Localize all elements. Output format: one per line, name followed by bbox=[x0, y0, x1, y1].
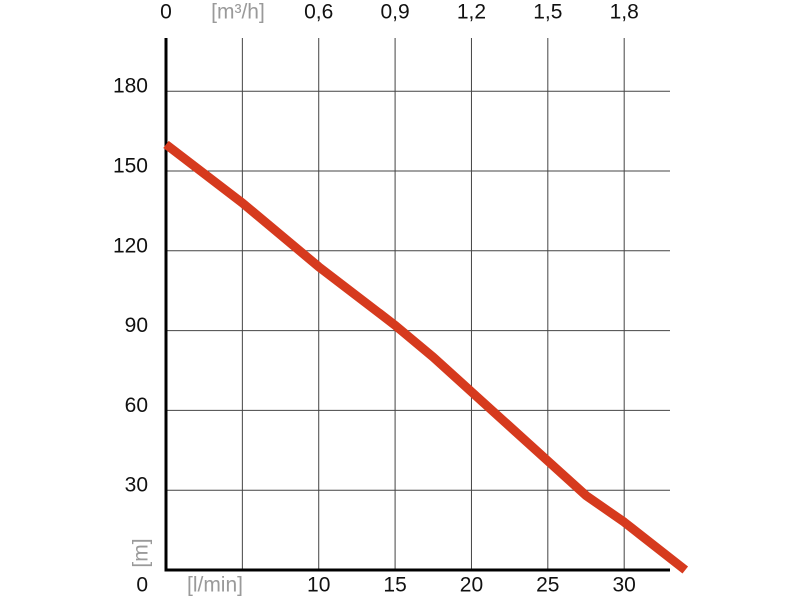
x2-tick-label: 1,5 bbox=[533, 1, 562, 24]
y-tick-label: 30 bbox=[125, 474, 148, 497]
x-tick-label: 25 bbox=[536, 574, 559, 597]
x2-tick-label: 1,8 bbox=[610, 1, 639, 24]
y-tick-label: 90 bbox=[125, 314, 148, 337]
x2-tick-label: 1,2 bbox=[457, 1, 486, 24]
x-tick-label: 20 bbox=[460, 574, 483, 597]
x-axis-label: [l/min] bbox=[187, 574, 243, 597]
x-tick-label: 10 bbox=[307, 574, 330, 597]
y-axis-label: [m] bbox=[130, 538, 153, 567]
y-tick-label: 150 bbox=[113, 155, 148, 178]
x2-axis-label: [m³/h] bbox=[211, 1, 265, 24]
x2-tick-label: 0 bbox=[160, 1, 172, 24]
x2-tick-label: 0,9 bbox=[380, 1, 409, 24]
y-tick-label: 120 bbox=[113, 234, 148, 257]
y-tick-label: 0 bbox=[136, 574, 148, 597]
x-tick-label: 30 bbox=[613, 574, 636, 597]
curve bbox=[163, 140, 689, 574]
x2-tick-label: 0,6 bbox=[304, 1, 333, 24]
y-tick-label: 180 bbox=[113, 75, 148, 98]
x-tick-label: 15 bbox=[383, 574, 406, 597]
y-tick-label: 60 bbox=[125, 394, 148, 417]
